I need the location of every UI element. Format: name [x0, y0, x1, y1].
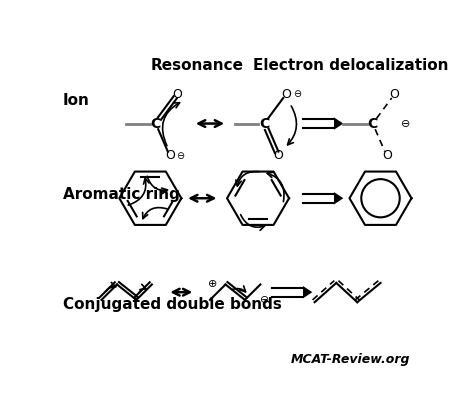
Polygon shape: [334, 117, 343, 130]
Text: C: C: [259, 116, 269, 131]
Text: ⊖: ⊖: [293, 89, 301, 99]
Text: C: C: [151, 116, 161, 131]
Text: O: O: [281, 88, 291, 101]
Text: ⊖: ⊖: [401, 118, 410, 129]
Text: O: O: [382, 150, 392, 163]
Text: Resonance: Resonance: [151, 58, 244, 74]
Text: C: C: [368, 116, 378, 131]
Text: Conjugated double bonds: Conjugated double bonds: [63, 297, 281, 312]
Text: ⊖: ⊖: [260, 295, 269, 305]
Text: Aromatic ring: Aromatic ring: [63, 187, 179, 202]
Polygon shape: [334, 192, 343, 205]
Text: Ion: Ion: [63, 93, 89, 108]
Text: O: O: [172, 88, 182, 101]
Polygon shape: [303, 286, 312, 298]
Text: ⊖: ⊖: [177, 151, 185, 161]
Text: ⊕: ⊕: [208, 279, 218, 289]
Text: MCAT-Review.org: MCAT-Review.org: [291, 353, 411, 366]
Text: O: O: [165, 150, 175, 163]
Text: Electron delocalization: Electron delocalization: [253, 58, 449, 74]
Text: O: O: [390, 88, 399, 101]
Text: O: O: [273, 150, 283, 163]
